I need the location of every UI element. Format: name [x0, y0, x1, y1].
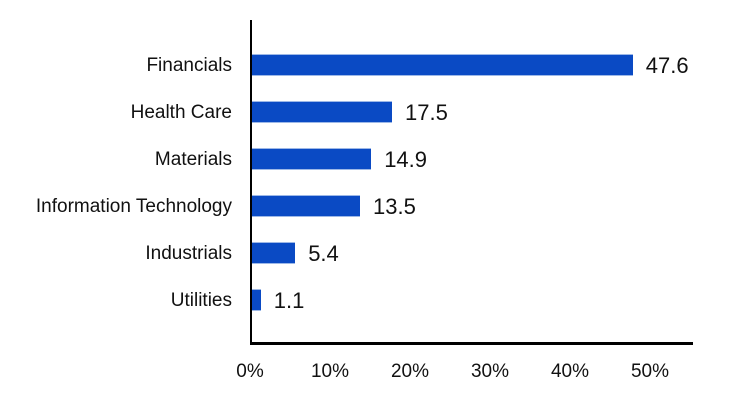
bar — [252, 242, 296, 264]
category-label: Utilities — [170, 290, 232, 311]
x-tick-label: 50% — [630, 361, 670, 382]
x-tick-label: 40% — [550, 361, 590, 382]
plot-area: 47.6 17.5 14.9 13.5 5.4 1.1 — [250, 20, 693, 345]
x-tick-label: 30% — [470, 361, 510, 382]
bar — [252, 195, 360, 217]
category-label: Health Care — [130, 102, 232, 123]
value-label: 1.1 — [273, 288, 305, 313]
value-label: 13.5 — [373, 194, 416, 219]
bar — [252, 101, 392, 123]
bar — [252, 289, 261, 311]
bar — [252, 148, 372, 170]
category-label: Financials — [146, 55, 232, 76]
category-label: Materials — [154, 149, 232, 170]
value-label: 5.4 — [308, 241, 339, 266]
value-label: 17.5 — [405, 100, 448, 125]
x-tick-label: 20% — [390, 361, 430, 382]
bar — [252, 54, 633, 76]
value-label: 14.9 — [384, 147, 428, 172]
x-tick-label: 0% — [236, 361, 264, 382]
category-label: Information Technology — [35, 196, 232, 217]
value-label: 47.6 — [645, 53, 689, 78]
category-label: Industrials — [145, 243, 232, 264]
x-tick-label: 10% — [310, 361, 350, 382]
